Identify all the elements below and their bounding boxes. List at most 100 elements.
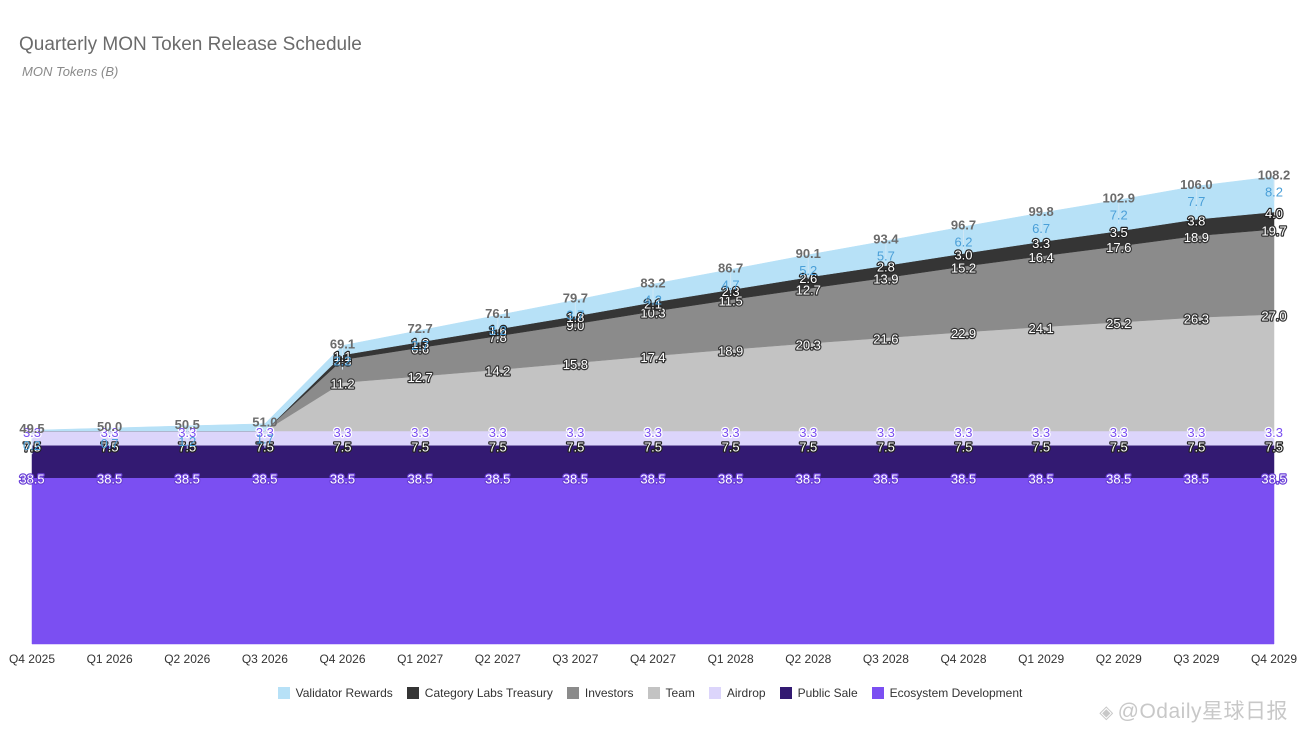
label-total: 69.1 bbox=[330, 336, 355, 351]
label-total: 83.2 bbox=[640, 276, 665, 291]
label-team: 11.2 bbox=[330, 377, 354, 392]
label-airdrop: 3.3 bbox=[877, 425, 895, 440]
label-ecosystem-development: 38.5 bbox=[563, 472, 588, 487]
label-public-sale: 7.5 bbox=[1110, 439, 1128, 454]
label-total: 96.7 bbox=[951, 217, 976, 232]
x-axis-ticks: Q4 2025 Q1 2026 Q2 2026 Q3 2026 Q4 2026 Q1 20… bbox=[9, 652, 1297, 666]
x-tick-label: Q2 2027 bbox=[475, 652, 521, 666]
legend-item: Public Sale bbox=[779, 686, 858, 700]
total-guides bbox=[31, 178, 1275, 455]
label-total: 93.4 bbox=[873, 232, 899, 247]
label-airdrop: 3.3 bbox=[799, 425, 817, 440]
label-category-labs-treasury: 1.6 bbox=[489, 323, 507, 338]
label-public-sale: 7.5 bbox=[411, 439, 429, 454]
label-ecosystem-development: 38.5 bbox=[1028, 472, 1053, 487]
label-airdrop: 3.3 bbox=[489, 425, 507, 440]
label-team: 17.4 bbox=[640, 350, 665, 365]
legend-label: Public Sale bbox=[797, 686, 858, 700]
chart-subtitle: MON Tokens (B) bbox=[22, 64, 119, 79]
label-public-sale: 7.5 bbox=[877, 439, 895, 454]
label-public-sale: 7.5 bbox=[101, 439, 119, 454]
label-total: 86.7 bbox=[718, 260, 743, 275]
data-labels: 38.57.53.30.249.538.57.53.30.750.038.57.… bbox=[18, 168, 1291, 488]
legend-swatch bbox=[708, 687, 721, 699]
label-validator-rewards: 5.7 bbox=[877, 249, 895, 264]
x-tick-label: Q3 2027 bbox=[552, 652, 598, 666]
legend-item: Team bbox=[647, 686, 695, 700]
legend-label: Investors bbox=[584, 686, 634, 700]
label-ecosystem-development: 38.5 bbox=[175, 472, 200, 487]
label-investors: 5.3 bbox=[333, 354, 351, 369]
label-ecosystem-development: 38.5 bbox=[330, 472, 355, 487]
label-category-labs-treasury: 1.1 bbox=[333, 349, 351, 364]
label-public-sale: 7.5 bbox=[489, 439, 507, 454]
label-team: 12.7 bbox=[407, 370, 432, 385]
area-ecosystem-development bbox=[31, 477, 1275, 645]
label-airdrop: 3.3 bbox=[333, 425, 351, 440]
label-investors: 9.0 bbox=[566, 318, 584, 333]
label-airdrop: 3.3 bbox=[256, 425, 274, 440]
x-tick-label: Q4 2029 bbox=[1251, 652, 1297, 666]
label-public-sale: 7.5 bbox=[1032, 439, 1050, 454]
legend-label: Ecosystem Development bbox=[889, 686, 1023, 700]
label-validator-rewards: 6.2 bbox=[954, 234, 972, 249]
label-investors: 6.6 bbox=[411, 342, 429, 357]
label-public-sale: 7.5 bbox=[566, 439, 584, 454]
series-areas bbox=[31, 176, 1275, 645]
label-team: 20.3 bbox=[796, 337, 821, 352]
label-validator-rewards: 2.7 bbox=[411, 338, 429, 353]
label-total: 50.5 bbox=[175, 417, 200, 432]
label-public-sale: 7.5 bbox=[954, 439, 972, 454]
label-validator-rewards: 3.2 bbox=[489, 323, 507, 338]
label-team: 18.9 bbox=[718, 343, 743, 358]
label-category-labs-treasury: 2.3 bbox=[722, 284, 740, 299]
x-tick-label: Q2 2029 bbox=[1096, 652, 1142, 666]
legend-swatch bbox=[277, 687, 290, 699]
label-category-labs-treasury: 4.0 bbox=[1265, 206, 1283, 221]
label-validator-rewards: 1.7 bbox=[256, 432, 274, 447]
label-ecosystem-development: 38.5 bbox=[407, 472, 432, 487]
label-airdrop: 3.3 bbox=[722, 425, 740, 440]
legend-swatch bbox=[779, 687, 792, 699]
label-investors: 11.5 bbox=[718, 294, 742, 309]
label-total: 108.2 bbox=[1258, 168, 1291, 183]
label-total: 51.0 bbox=[252, 415, 277, 430]
label-team: 27.0 bbox=[1261, 308, 1286, 323]
label-ecosystem-development: 38.5 bbox=[873, 472, 898, 487]
label-investors: 12.7 bbox=[796, 282, 821, 297]
x-tick-label: Q2 2026 bbox=[164, 652, 210, 666]
label-category-labs-treasury: 1.8 bbox=[566, 310, 584, 325]
label-total: 90.1 bbox=[796, 246, 821, 261]
label-public-sale: 7.5 bbox=[256, 439, 274, 454]
label-airdrop: 3.3 bbox=[101, 425, 119, 440]
diamond-logo-icon: ◈ bbox=[1099, 702, 1114, 722]
label-investors: 19.7 bbox=[1261, 223, 1286, 238]
label-team: 14.2 bbox=[485, 364, 510, 379]
label-airdrop: 3.3 bbox=[1032, 425, 1050, 440]
label-team: 26.3 bbox=[1184, 311, 1209, 326]
x-tick-label: Q4 2028 bbox=[940, 652, 986, 666]
x-tick-label: Q4 2026 bbox=[319, 652, 365, 666]
legend-label: Category Labs Treasury bbox=[424, 686, 553, 700]
label-total: 106.0 bbox=[1180, 177, 1213, 192]
x-tick-label: Q1 2026 bbox=[87, 652, 133, 666]
label-category-labs-treasury: 3.0 bbox=[954, 247, 972, 262]
label-airdrop: 3.3 bbox=[1265, 425, 1283, 440]
label-public-sale: 7.5 bbox=[1265, 439, 1283, 454]
label-ecosystem-development: 38.5 bbox=[97, 472, 122, 487]
label-validator-rewards: 8.2 bbox=[1265, 185, 1283, 200]
label-ecosystem-development: 38.5 bbox=[1106, 472, 1131, 487]
label-team: 22.9 bbox=[951, 326, 976, 341]
label-investors: 10.3 bbox=[640, 305, 665, 320]
x-tick-label: Q1 2029 bbox=[1018, 652, 1064, 666]
legend-item: Category Labs Treasury bbox=[406, 686, 553, 700]
label-ecosystem-development: 38.5 bbox=[640, 472, 665, 487]
label-validator-rewards: 3.7 bbox=[566, 308, 584, 323]
label-validator-rewards: 4.7 bbox=[722, 277, 740, 292]
label-public-sale: 7.5 bbox=[23, 439, 41, 454]
label-team: 24.1 bbox=[1028, 321, 1053, 336]
x-tick-label: Q1 2028 bbox=[708, 652, 754, 666]
label-investors: 7.8 bbox=[489, 330, 507, 345]
label-validator-rewards: 7.2 bbox=[1110, 207, 1128, 222]
